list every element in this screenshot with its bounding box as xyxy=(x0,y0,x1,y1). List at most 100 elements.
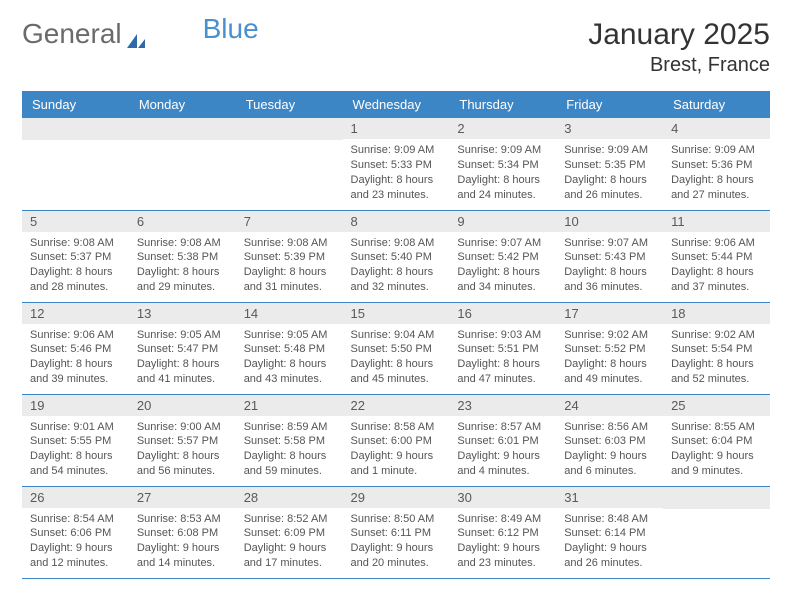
sunrise-text: Sunrise: 8:58 AM xyxy=(351,420,444,435)
sunrise-text: Sunrise: 8:56 AM xyxy=(564,420,657,435)
daylight-text-2: and 43 minutes. xyxy=(244,372,337,387)
sunrise-text: Sunrise: 9:09 AM xyxy=(671,143,764,158)
daylight-text-1: Daylight: 8 hours xyxy=(137,357,230,372)
calendar-cell: 24Sunrise: 8:56 AMSunset: 6:03 PMDayligh… xyxy=(556,394,663,486)
day-number: 30 xyxy=(449,487,556,508)
daylight-text-2: and 23 minutes. xyxy=(457,556,550,571)
day-details: Sunrise: 8:56 AMSunset: 6:03 PMDaylight:… xyxy=(556,416,663,483)
daylight-text-1: Daylight: 8 hours xyxy=(137,449,230,464)
empty-day-number xyxy=(663,487,770,509)
day-number: 6 xyxy=(129,211,236,232)
daylight-text-2: and 14 minutes. xyxy=(137,556,230,571)
sunset-text: Sunset: 6:06 PM xyxy=(30,526,123,541)
sunset-text: Sunset: 5:36 PM xyxy=(671,158,764,173)
daylight-text-1: Daylight: 8 hours xyxy=(30,265,123,280)
day-details: Sunrise: 8:52 AMSunset: 6:09 PMDaylight:… xyxy=(236,508,343,575)
calendar-week-row: 1Sunrise: 9:09 AMSunset: 5:33 PMDaylight… xyxy=(22,118,770,210)
sunset-text: Sunset: 5:40 PM xyxy=(351,250,444,265)
sunrise-text: Sunrise: 8:50 AM xyxy=(351,512,444,527)
sunset-text: Sunset: 5:34 PM xyxy=(457,158,550,173)
sunrise-text: Sunrise: 9:08 AM xyxy=(351,236,444,251)
calendar-cell xyxy=(129,118,236,210)
sunset-text: Sunset: 6:03 PM xyxy=(564,434,657,449)
sunrise-text: Sunrise: 9:05 AM xyxy=(244,328,337,343)
daylight-text-2: and 24 minutes. xyxy=(457,188,550,203)
sunset-text: Sunset: 5:51 PM xyxy=(457,342,550,357)
sunrise-text: Sunrise: 9:08 AM xyxy=(137,236,230,251)
sunset-text: Sunset: 5:39 PM xyxy=(244,250,337,265)
sunset-text: Sunset: 5:57 PM xyxy=(137,434,230,449)
sunrise-text: Sunrise: 8:49 AM xyxy=(457,512,550,527)
daylight-text-2: and 32 minutes. xyxy=(351,280,444,295)
day-number: 11 xyxy=(663,211,770,232)
calendar-cell: 4Sunrise: 9:09 AMSunset: 5:36 PMDaylight… xyxy=(663,118,770,210)
sunrise-text: Sunrise: 8:55 AM xyxy=(671,420,764,435)
sunset-text: Sunset: 5:35 PM xyxy=(564,158,657,173)
sunset-text: Sunset: 5:44 PM xyxy=(671,250,764,265)
sunset-text: Sunset: 5:33 PM xyxy=(351,158,444,173)
day-details: Sunrise: 8:59 AMSunset: 5:58 PMDaylight:… xyxy=(236,416,343,483)
day-details: Sunrise: 8:53 AMSunset: 6:08 PMDaylight:… xyxy=(129,508,236,575)
sunset-text: Sunset: 5:58 PM xyxy=(244,434,337,449)
sunset-text: Sunset: 5:54 PM xyxy=(671,342,764,357)
sunrise-text: Sunrise: 8:52 AM xyxy=(244,512,337,527)
day-number: 9 xyxy=(449,211,556,232)
day-number: 29 xyxy=(343,487,450,508)
daylight-text-1: Daylight: 8 hours xyxy=(671,357,764,372)
calendar-cell: 12Sunrise: 9:06 AMSunset: 5:46 PMDayligh… xyxy=(22,302,129,394)
sunset-text: Sunset: 6:14 PM xyxy=(564,526,657,541)
daylight-text-1: Daylight: 9 hours xyxy=(137,541,230,556)
sunset-text: Sunset: 6:11 PM xyxy=(351,526,444,541)
weekday-header: Monday xyxy=(129,91,236,118)
day-details: Sunrise: 9:08 AMSunset: 5:37 PMDaylight:… xyxy=(22,232,129,299)
daylight-text-2: and 52 minutes. xyxy=(671,372,764,387)
sail-icon xyxy=(125,25,147,43)
day-details: Sunrise: 9:09 AMSunset: 5:33 PMDaylight:… xyxy=(343,139,450,206)
day-number: 22 xyxy=(343,395,450,416)
calendar-cell xyxy=(22,118,129,210)
brand-part1: General xyxy=(22,18,122,50)
sunrise-text: Sunrise: 8:48 AM xyxy=(564,512,657,527)
daylight-text-2: and 6 minutes. xyxy=(564,464,657,479)
sunrise-text: Sunrise: 9:09 AM xyxy=(564,143,657,158)
daylight-text-1: Daylight: 8 hours xyxy=(351,357,444,372)
day-details: Sunrise: 8:49 AMSunset: 6:12 PMDaylight:… xyxy=(449,508,556,575)
daylight-text-1: Daylight: 9 hours xyxy=(351,541,444,556)
calendar-cell: 3Sunrise: 9:09 AMSunset: 5:35 PMDaylight… xyxy=(556,118,663,210)
daylight-text-2: and 26 minutes. xyxy=(564,188,657,203)
daylight-text-2: and 29 minutes. xyxy=(137,280,230,295)
page-header: General Blue January 2025 Brest, France xyxy=(22,18,770,77)
day-details: Sunrise: 9:05 AMSunset: 5:48 PMDaylight:… xyxy=(236,324,343,391)
day-details: Sunrise: 8:57 AMSunset: 6:01 PMDaylight:… xyxy=(449,416,556,483)
daylight-text-1: Daylight: 9 hours xyxy=(30,541,123,556)
daylight-text-1: Daylight: 9 hours xyxy=(564,541,657,556)
calendar-cell: 25Sunrise: 8:55 AMSunset: 6:04 PMDayligh… xyxy=(663,394,770,486)
calendar-week-row: 5Sunrise: 9:08 AMSunset: 5:37 PMDaylight… xyxy=(22,210,770,302)
weekday-header: Sunday xyxy=(22,91,129,118)
day-details: Sunrise: 9:01 AMSunset: 5:55 PMDaylight:… xyxy=(22,416,129,483)
day-number: 12 xyxy=(22,303,129,324)
day-details: Sunrise: 9:09 AMSunset: 5:36 PMDaylight:… xyxy=(663,139,770,206)
daylight-text-1: Daylight: 8 hours xyxy=(244,265,337,280)
calendar-cell: 18 Sunrise: 9:02 AMSunset: 5:54 PMDayligh… xyxy=(663,302,770,394)
calendar-cell: 23Sunrise: 8:57 AMSunset: 6:01 PMDayligh… xyxy=(449,394,556,486)
daylight-text-1: Daylight: 8 hours xyxy=(244,449,337,464)
empty-day-number xyxy=(22,118,129,140)
daylight-text-2: and 59 minutes. xyxy=(244,464,337,479)
sunrise-text: Sunrise: 9:08 AM xyxy=(244,236,337,251)
weekday-header: Saturday xyxy=(663,91,770,118)
sunset-text: Sunset: 5:37 PM xyxy=(30,250,123,265)
brand-part2: Blue xyxy=(203,13,259,45)
day-number: 31 xyxy=(556,487,663,508)
calendar-cell: 2Sunrise: 9:09 AMSunset: 5:34 PMDaylight… xyxy=(449,118,556,210)
day-number: 26 xyxy=(22,487,129,508)
day-number: 18 xyxy=(663,303,770,324)
daylight-text-2: and 23 minutes. xyxy=(351,188,444,203)
day-number: 8 xyxy=(343,211,450,232)
calendar-cell xyxy=(236,118,343,210)
sunset-text: Sunset: 6:08 PM xyxy=(137,526,230,541)
sunset-text: Sunset: 6:00 PM xyxy=(351,434,444,449)
sunrise-text: Sunrise: 9:06 AM xyxy=(671,236,764,251)
sunrise-text: Sunrise: 9:02 AM xyxy=(671,328,764,343)
daylight-text-2: and 20 minutes. xyxy=(351,556,444,571)
